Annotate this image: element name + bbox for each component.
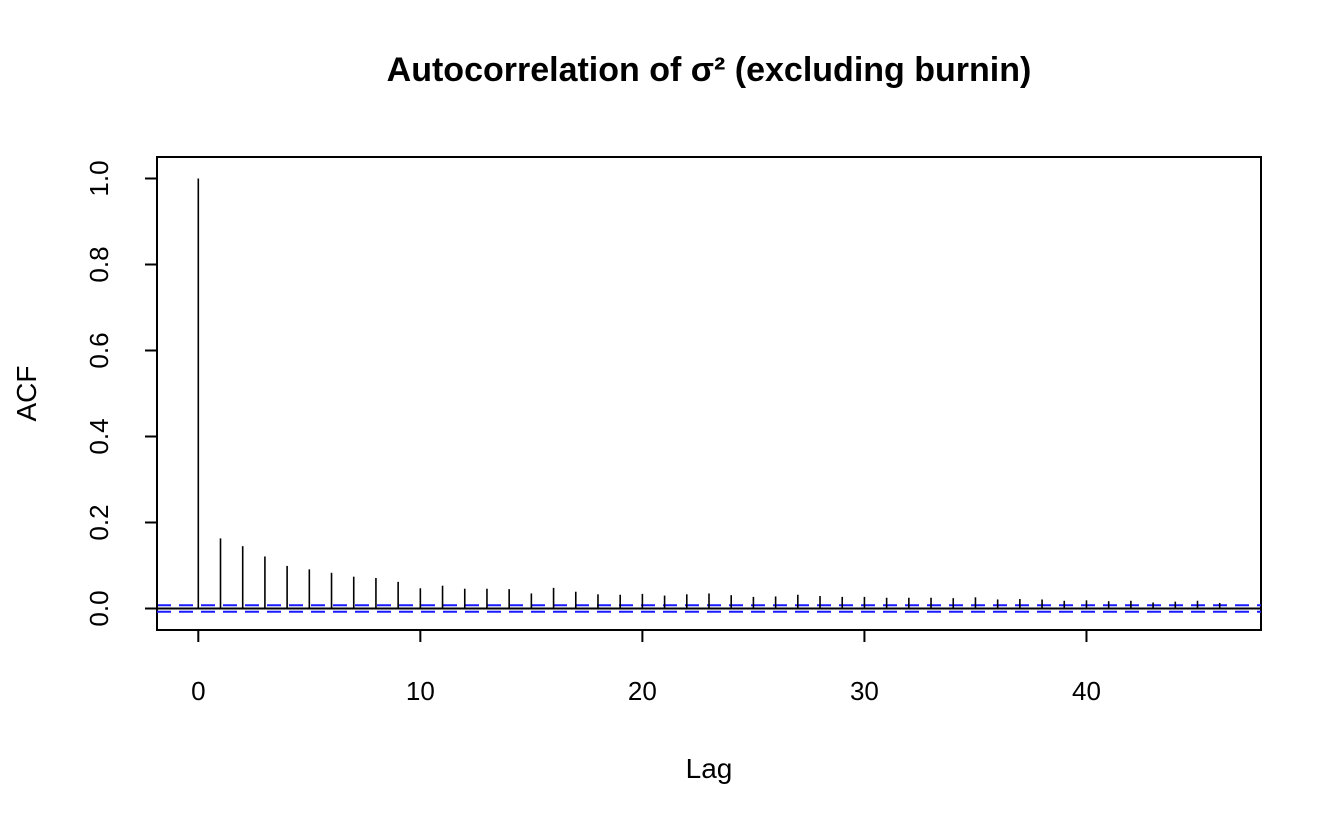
- acf-bars: [197, 178, 1221, 609]
- plot-frame: [156, 156, 1262, 631]
- y-tick-label: 0.0: [84, 590, 114, 626]
- x-axis-label: Lag: [686, 753, 733, 784]
- y-tick-label: 0.4: [84, 418, 114, 454]
- y-axis-label: ACF: [11, 366, 42, 422]
- x-tick-label: 0: [191, 676, 205, 706]
- y-tick-label: 1.0: [84, 160, 114, 196]
- x-tick-label: 10: [406, 676, 435, 706]
- x-axis: 0 10 20 30 40: [191, 629, 1101, 706]
- chart-title: Autocorrelation of σ² (excluding burnin): [387, 51, 1032, 89]
- y-axis: 0.0 0.2 0.4 0.6 0.8 1.0: [84, 160, 158, 627]
- y-tick-label: 0.2: [84, 504, 114, 540]
- x-tick-label: 20: [628, 676, 657, 706]
- y-tick-label: 0.8: [84, 246, 114, 282]
- x-tick-label: 30: [850, 676, 879, 706]
- y-tick-label: 0.6: [84, 332, 114, 368]
- x-tick-label: 40: [1072, 676, 1101, 706]
